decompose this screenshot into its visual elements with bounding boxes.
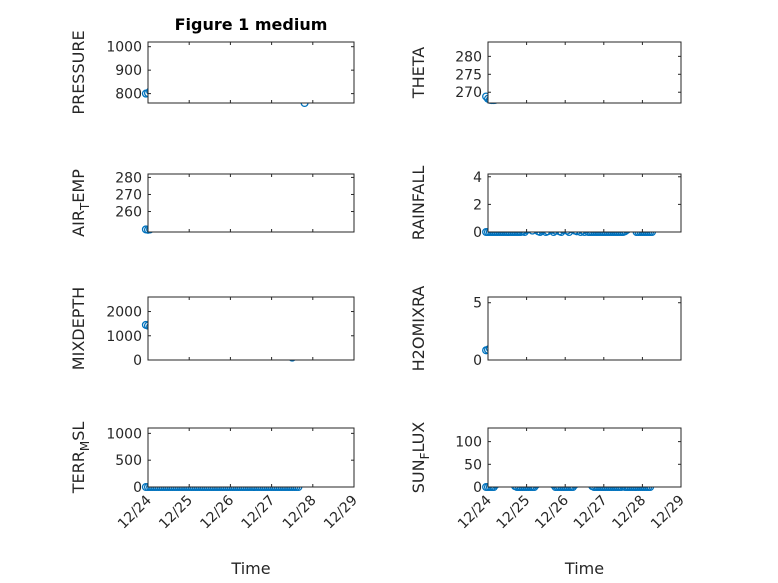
y-tick-label: 0 — [473, 480, 482, 496]
y-tick-label: 500 — [115, 453, 142, 469]
figure-title: Figure 1 medium — [175, 15, 328, 34]
x-tick-label: 12/27 — [571, 493, 611, 533]
x-tick-label: 12/29 — [321, 493, 361, 533]
x-tick-label: 12/28 — [280, 493, 320, 533]
y-tick-label: 0 — [133, 480, 142, 496]
y-axis-label: TERRMSL — [69, 422, 92, 495]
x-tick-label: 12/26 — [532, 492, 572, 532]
y-axis-label: PRESSURE — [69, 30, 88, 114]
y-tick-label: 800 — [115, 87, 142, 103]
y-tick-label: 4 — [473, 170, 482, 186]
y-axis-label: SUNFLUX — [409, 422, 432, 494]
y-tick-label: 280 — [455, 49, 482, 65]
y-tick-label: 50 — [464, 457, 482, 473]
y-tick-label: 1000 — [106, 40, 142, 56]
subplot-mixdepth: 0 1000 2000 MIXDEPTH — [69, 287, 355, 370]
y-tick-label: 270 — [455, 85, 482, 101]
y-axis-label: AIRTEMP — [69, 169, 92, 237]
x-axis-label: Time — [230, 559, 270, 578]
y-axis-label: H2OMIXRA — [409, 286, 428, 372]
y-tick-label: 280 — [115, 170, 142, 186]
x-tick-label: 12/28 — [609, 493, 649, 533]
x-tick-label: 12/26 — [197, 492, 237, 532]
x-tick-label: 12/29 — [648, 493, 688, 533]
y-tick-label: 900 — [115, 63, 142, 79]
x-tick-label: 12/27 — [239, 493, 279, 533]
y-tick-label: 1000 — [106, 329, 142, 345]
y-tick-label: 100 — [455, 435, 482, 451]
y-tick-label: 0 — [473, 353, 482, 369]
y-axis-label: MIXDEPTH — [69, 287, 88, 370]
y-axis-label: THETA — [409, 47, 428, 99]
subplot-terr-msl: 0 500 1000 12/24 12/25 12/26 12/27 12/28 12/29 Ti… — [69, 422, 361, 578]
subplot-rainfall: 0 2 4 RAINFALL — [409, 166, 682, 241]
x-axis-label: Time — [564, 559, 604, 578]
x-tick-label: 12/24 — [455, 492, 495, 532]
x-tick-label: 12/24 — [115, 492, 155, 532]
y-tick-label: 1000 — [106, 426, 142, 442]
y-tick-label: 260 — [115, 205, 142, 221]
y-tick-label: 2 — [473, 197, 482, 213]
y-tick-label: 0 — [133, 353, 142, 369]
y-tick-label: 275 — [455, 67, 482, 83]
y-axis-label: RAINFALL — [409, 166, 428, 241]
y-tick-label: 0 — [473, 225, 482, 241]
subplot-h2omixra: 0 5 H2OMIXRA — [409, 286, 682, 372]
x-tick-label: 12/25 — [156, 493, 196, 533]
y-tick-label: 2000 — [106, 305, 142, 321]
subplot-pressure: 800 900 1000 PRESSURE — [69, 30, 355, 115]
subplot-theta: 270 275 280 THETA — [409, 41, 682, 105]
y-tick-label: 270 — [115, 187, 142, 203]
x-tick-label: 12/25 — [494, 493, 534, 533]
y-tick-label: 5 — [473, 296, 482, 312]
